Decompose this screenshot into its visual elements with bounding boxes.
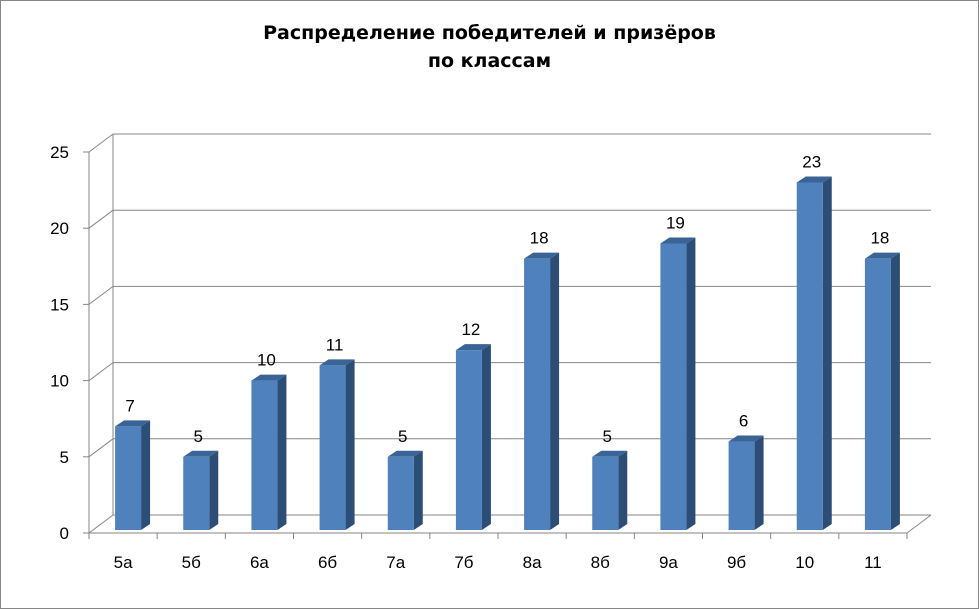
chart-title: Распределение победителей и призёров по … <box>1 19 978 75</box>
bar-front <box>660 243 687 530</box>
x-tick-label: 6а <box>250 553 269 572</box>
bar <box>251 374 287 530</box>
chart-title-line-1: Распределение победителей и призёров <box>263 22 716 44</box>
bar-front <box>592 456 619 530</box>
data-label: 19 <box>666 213 685 232</box>
bar-top <box>592 450 628 457</box>
bar <box>183 450 219 530</box>
data-label: 7 <box>125 396 134 415</box>
data-label: 6 <box>739 412 748 431</box>
data-label: 5 <box>194 427 203 446</box>
bar-top <box>660 237 696 244</box>
bar-front <box>183 456 210 530</box>
bar-side <box>822 176 832 531</box>
bar-front <box>796 182 823 531</box>
gridline-diagonal <box>88 285 114 305</box>
data-label: 5 <box>398 427 407 446</box>
bar-top <box>387 450 423 457</box>
y-tick-label: 0 <box>60 524 69 543</box>
gridline-diagonal <box>88 209 114 229</box>
bar-side <box>277 374 287 530</box>
bar-side <box>209 450 219 530</box>
x-tick-label: 7а <box>386 553 405 572</box>
bar-top <box>251 374 287 381</box>
axes <box>83 134 932 539</box>
bar-front <box>387 456 414 530</box>
gridline-diagonal <box>88 438 114 458</box>
data-label: 12 <box>461 320 480 339</box>
y-tick-label: 25 <box>50 143 69 162</box>
bar-side <box>345 359 355 530</box>
bar-front <box>251 380 278 530</box>
labels: 0 5 10 15 20 25 7 5а 5 5б 10 6а 11 6б 5 7а 12 7б 18 8а 5 8б 19… <box>50 143 889 572</box>
bar-front <box>728 441 755 530</box>
data-label: 10 <box>257 351 276 370</box>
bar <box>796 176 832 531</box>
data-label: 18 <box>530 229 549 248</box>
bar-side <box>686 237 696 530</box>
bar-front <box>319 365 346 530</box>
bar-top <box>455 344 491 351</box>
bar-top <box>796 176 832 183</box>
x-tick-label: 9а <box>659 553 678 572</box>
bar-front <box>455 350 482 530</box>
bar <box>387 450 423 530</box>
bar-top <box>728 435 764 442</box>
data-label: 23 <box>802 152 821 171</box>
bar-top <box>864 252 900 259</box>
data-label: 5 <box>603 427 612 446</box>
bar-top <box>183 450 219 457</box>
bar-front <box>524 258 551 530</box>
chart-title-line-2: по классам <box>427 50 552 72</box>
floor-right-edge <box>906 514 932 534</box>
x-tick-label: 8б <box>591 553 610 572</box>
bar-side <box>890 252 900 530</box>
data-label: 11 <box>326 335 344 354</box>
bar-top <box>115 420 151 427</box>
bar-side <box>141 420 151 530</box>
bar-side <box>618 450 628 530</box>
bar-front <box>864 258 891 530</box>
y-tick-label: 15 <box>50 295 69 314</box>
bar <box>660 237 696 530</box>
gridline-diagonal <box>88 133 114 153</box>
bar <box>728 435 764 530</box>
y-tick-label: 20 <box>50 219 69 238</box>
data-label: 18 <box>870 229 889 248</box>
bars <box>115 176 900 531</box>
bar <box>115 420 151 530</box>
gridline-diagonal <box>88 514 114 534</box>
bar-side <box>413 450 423 530</box>
x-tick-label: 5б <box>182 553 201 572</box>
y-tick-label: 5 <box>60 448 69 467</box>
x-tick-label: 5а <box>114 553 133 572</box>
bar-top <box>319 359 355 366</box>
bar-front <box>115 426 142 530</box>
x-tick-label: 9б <box>727 553 746 572</box>
bar-top <box>524 252 560 259</box>
bar <box>592 450 628 530</box>
bar-side <box>550 252 560 530</box>
x-tick-label: 8а <box>523 553 542 572</box>
x-tick-label: 11 <box>864 553 882 572</box>
bar-side <box>754 435 764 530</box>
bar <box>455 344 491 530</box>
bar <box>319 359 355 530</box>
x-tick-label: 7б <box>454 553 473 572</box>
x-tick-label: 10 <box>795 553 814 572</box>
y-tick-label: 10 <box>50 372 69 391</box>
x-tick-label: 6б <box>318 553 337 572</box>
gridlines <box>88 133 931 534</box>
bar <box>864 252 900 530</box>
gridline-diagonal <box>88 362 114 382</box>
bar-side <box>481 344 491 530</box>
bar <box>524 252 560 530</box>
